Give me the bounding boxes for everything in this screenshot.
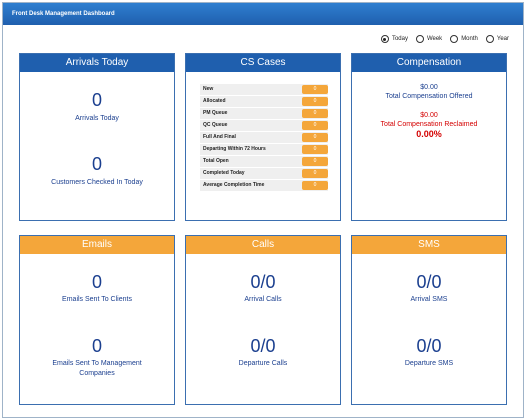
cs-case-count-badge[interactable]: 0	[302, 168, 328, 178]
compensation-reclaimed-amount: $0.00	[420, 112, 438, 119]
compensation-reclaimed-percent: 0.00%	[416, 129, 442, 139]
emails-mgmt-count: 0	[91, 336, 102, 356]
period-label-year: Year	[496, 36, 509, 42]
compensation-card: Compensation $0.00 Total Compensation Of…	[351, 53, 507, 221]
emails-clients-label: Emails Sent To Clients	[62, 296, 132, 303]
sms-card-title: SMS	[352, 236, 506, 254]
window-title: Front Desk Management Dashboard	[3, 3, 523, 25]
radio-month[interactable]	[450, 35, 459, 43]
cs-case-label: Total Open	[203, 158, 229, 165]
cs-case-count-badge[interactable]: 0	[302, 156, 328, 166]
cs-cases-card: CS Cases New 0 Allocated 0 PM Queue 0 QC Queue…	[185, 53, 341, 221]
period-option-month[interactable]: Month	[450, 35, 478, 43]
period-option-year[interactable]: Year	[485, 35, 509, 43]
arrival-sms-label: Arrival SMS	[410, 296, 448, 303]
period-label-week: Week	[426, 36, 443, 42]
cs-case-count-badge[interactable]: 0	[302, 132, 328, 142]
cs-case-label: New	[203, 86, 214, 93]
period-option-today[interactable]: Today	[380, 35, 408, 43]
departure-sms-count: 0/0	[416, 336, 442, 356]
cs-case-count-badge[interactable]: 0	[302, 108, 328, 118]
departure-sms-label: Departure SMS	[404, 360, 454, 367]
period-option-week[interactable]: Week	[415, 35, 443, 43]
cs-cases-card-title: CS Cases	[186, 54, 340, 72]
departure-calls-count: 0/0	[250, 336, 276, 356]
radio-week[interactable]	[415, 35, 424, 43]
cs-case-label: Average Completion Time	[203, 182, 265, 189]
cs-case-row: QC Queue 0	[200, 120, 328, 131]
cs-case-label: Full And Final	[203, 134, 236, 141]
sms-card: SMS 0/0 Arrival SMS 0/0 Departure SMS	[351, 235, 507, 405]
emails-clients-count: 0	[91, 272, 102, 292]
departure-calls-label: Departure Calls	[238, 360, 288, 367]
arrival-calls-count: 0/0	[250, 272, 276, 292]
compensation-card-title: Compensation	[352, 54, 506, 72]
compensation-offered-amount: $0.00	[420, 84, 438, 91]
period-label-month: Month	[461, 36, 478, 42]
cs-case-row: Departing Within 72 Hours 0	[200, 144, 328, 155]
cs-case-row: New 0	[200, 84, 328, 95]
cs-case-row: Average Completion Time 0	[200, 180, 328, 191]
arrivals-card-title: Arrivals Today	[20, 54, 174, 72]
emails-mgmt-label: Emails Sent To Management Companies	[52, 360, 142, 377]
cs-case-count-badge[interactable]: 0	[302, 84, 328, 94]
emails-card: Emails 0 Emails Sent To Clients 0 Emails…	[19, 235, 175, 405]
compensation-offered-label: Total Compensation Offered	[385, 93, 473, 100]
checked-in-label: Customers Checked In Today	[51, 179, 143, 186]
arrival-calls-label: Arrival Calls	[244, 296, 282, 303]
cs-case-count-badge[interactable]: 0	[302, 96, 328, 106]
period-label-today: Today	[391, 36, 408, 42]
period-selector: Today Week Month Year	[380, 33, 509, 45]
calls-card-title: Calls	[186, 236, 340, 254]
cs-case-label: Completed Today	[203, 170, 245, 177]
arrivals-count: 0	[91, 90, 102, 110]
cs-cases-table: New 0 Allocated 0 PM Queue 0 QC Queue 0 Full And…	[200, 84, 328, 192]
cs-case-row: Full And Final 0	[200, 132, 328, 143]
cs-case-label: Departing Within 72 Hours	[203, 146, 266, 153]
cs-case-count-badge[interactable]: 0	[302, 180, 328, 190]
cs-case-row: PM Queue 0	[200, 108, 328, 119]
cs-case-count-badge[interactable]: 0	[302, 120, 328, 130]
cs-case-row: Total Open 0	[200, 156, 328, 167]
arrivals-card: Arrivals Today 0 Arrivals Today 0 Custom…	[19, 53, 175, 221]
cs-case-row: Completed Today 0	[200, 168, 328, 179]
emails-card-title: Emails	[20, 236, 174, 254]
cs-case-row: Allocated 0	[200, 96, 328, 107]
cs-case-label: Allocated	[203, 98, 226, 105]
arrivals-label: Arrivals Today	[75, 115, 119, 122]
cs-case-label: QC Queue	[203, 122, 228, 129]
cs-case-label: PM Queue	[203, 110, 228, 117]
radio-year[interactable]	[485, 35, 494, 43]
checked-in-count: 0	[91, 154, 102, 174]
calls-card: Calls 0/0 Arrival Calls 0/0 Departure Ca…	[185, 235, 341, 405]
cs-case-count-badge[interactable]: 0	[302, 144, 328, 154]
compensation-reclaimed-label: Total Compensation Reclaimed	[380, 121, 478, 128]
arrival-sms-count: 0/0	[416, 272, 442, 292]
radio-today[interactable]	[380, 35, 389, 43]
